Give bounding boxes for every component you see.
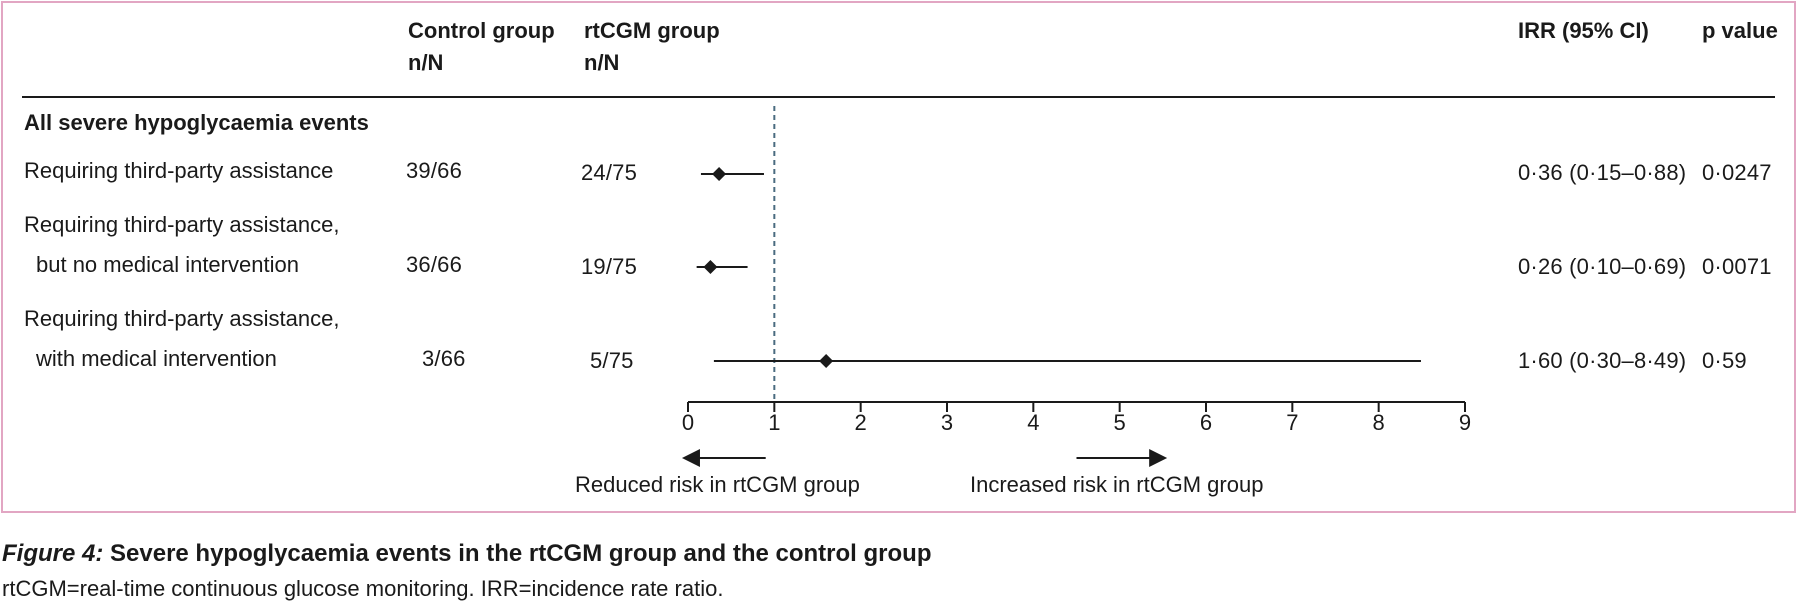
row-3-irr: 1·60 (0·30–8·49) bbox=[1518, 348, 1687, 373]
figure-label: Figure 4: bbox=[2, 540, 104, 567]
row-1-rtcgm: 24/75 bbox=[581, 160, 638, 185]
x-tick-label: 8 bbox=[1373, 410, 1385, 435]
row-1-label: Requiring third-party assistance bbox=[24, 158, 334, 183]
estimate-marker bbox=[712, 167, 727, 181]
x-tick-label: 2 bbox=[855, 410, 867, 435]
estimate-marker bbox=[819, 354, 834, 368]
row-2-pvalue: 0·0071 bbox=[1702, 254, 1772, 279]
figure-caption-title: Figure 4: Severe hypoglycaemia events in… bbox=[2, 540, 931, 568]
figure-caption-note: rtCGM=real-time continuous glucose monit… bbox=[2, 576, 724, 601]
reduced-risk-label: Reduced risk in rtCGM group bbox=[575, 472, 860, 497]
rtcgm-header: rtCGM group bbox=[584, 18, 720, 43]
section-title: All severe hypoglycaemia events bbox=[24, 110, 369, 135]
row-2-control: 36/66 bbox=[406, 252, 463, 277]
increased-risk-label: Increased risk in rtCGM group bbox=[970, 472, 1264, 497]
row-2-irr: 0·26 (0·10–0·69) bbox=[1518, 254, 1687, 279]
row-1-pvalue: 0·0247 bbox=[1702, 160, 1772, 185]
x-tick-label: 9 bbox=[1459, 410, 1471, 435]
row-1-irr: 0·36 (0·15–0·88) bbox=[1518, 160, 1687, 185]
x-tick-label: 4 bbox=[1027, 410, 1039, 435]
row-1-control: 39/66 bbox=[406, 158, 463, 183]
pvalue-header: p value bbox=[1702, 18, 1778, 43]
control-header-unit: n/N bbox=[408, 50, 444, 75]
figure-title: Severe hypoglycaemia events in the rtCGM… bbox=[103, 540, 932, 567]
header-rule bbox=[22, 96, 1775, 98]
estimate-marker bbox=[703, 260, 718, 274]
row-2-label-line1: Requiring third-party assistance, bbox=[24, 212, 340, 237]
row-2-rtcgm: 19/75 bbox=[581, 254, 638, 279]
x-tick-label: 6 bbox=[1200, 410, 1212, 435]
row-3-label-line2: with medical intervention bbox=[36, 346, 277, 371]
row-3-pvalue: 0·59 bbox=[1702, 348, 1747, 373]
x-tick-label: 5 bbox=[1114, 410, 1126, 435]
row-3-label-line1: Requiring third-party assistance, bbox=[24, 306, 340, 331]
reduced-risk-arrow-head bbox=[681, 449, 700, 467]
irr-header: IRR (95% CI) bbox=[1518, 18, 1649, 43]
row-2-label-line2: but no medical intervention bbox=[36, 252, 299, 277]
row-3-rtcgm: 5/75 bbox=[590, 348, 634, 373]
rtcgm-header-unit: n/N bbox=[584, 50, 620, 75]
row-3-control: 3/66 bbox=[422, 346, 466, 371]
x-tick-label: 0 bbox=[682, 410, 694, 435]
x-tick-label: 1 bbox=[768, 410, 780, 435]
control-header: Control group bbox=[408, 18, 555, 43]
x-tick-label: 7 bbox=[1286, 410, 1298, 435]
figure-frame bbox=[1, 1, 1796, 513]
forest-plot: 0 1 2 3 4 5 6 7 8 9 bbox=[681, 106, 1471, 467]
increased-risk-arrow-head bbox=[1149, 449, 1168, 467]
x-tick-label: 3 bbox=[941, 410, 953, 435]
